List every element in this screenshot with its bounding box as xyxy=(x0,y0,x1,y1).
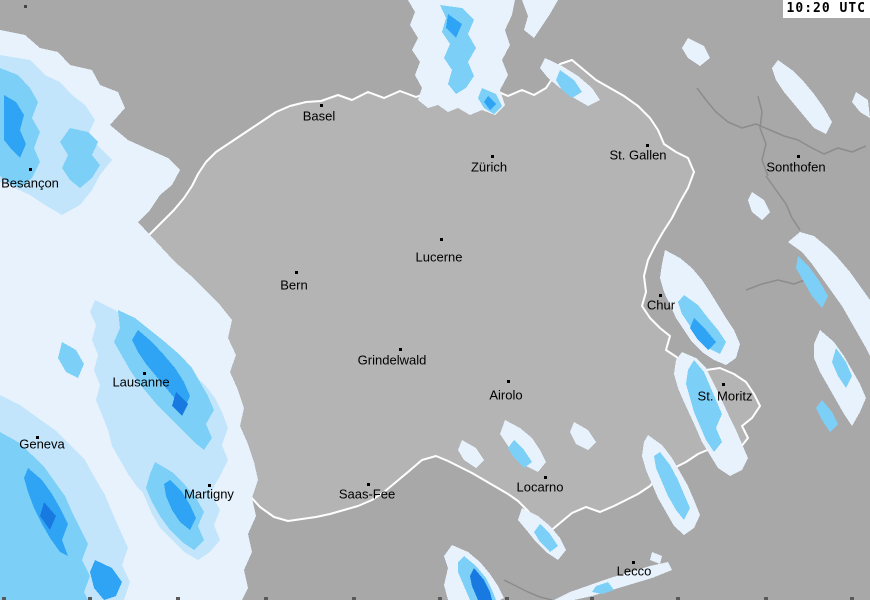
city-marker xyxy=(399,348,402,351)
precip-blob-level-4 xyxy=(132,330,190,410)
precip-blob-level-3 xyxy=(556,70,582,98)
bottom-tick xyxy=(505,597,509,600)
precip-blob-level-1 xyxy=(748,192,770,220)
city-label: Saas-Fee xyxy=(338,486,396,502)
city-marker xyxy=(295,271,298,274)
city-label: Lucerne xyxy=(415,249,463,265)
precip-blob-level-3 xyxy=(686,360,722,452)
bottom-tick xyxy=(2,597,6,600)
city-label: Grindelwald xyxy=(357,352,427,368)
city-marker xyxy=(491,155,494,158)
city-label: Zürich xyxy=(470,159,508,175)
precip-blob-level-1 xyxy=(650,552,662,564)
city-marker xyxy=(320,104,323,107)
city-label: Basel xyxy=(302,108,336,124)
bottom-tick xyxy=(88,597,92,600)
city-marker xyxy=(440,238,443,241)
precip-blob-level-3 xyxy=(796,256,828,308)
bottom-tick xyxy=(764,597,768,600)
city-label: Bern xyxy=(280,277,308,293)
precip-blob-level-3 xyxy=(58,342,84,378)
city-label: Lecco xyxy=(616,563,652,579)
city-label: Martigny xyxy=(184,486,234,502)
bottom-tick xyxy=(590,597,594,600)
precip-blob-level-4 xyxy=(446,14,462,38)
country-border-gray xyxy=(765,175,801,231)
city-marker xyxy=(367,483,370,486)
map-artifact-dot xyxy=(24,5,27,8)
precip-blob-level-3 xyxy=(678,295,726,354)
city-label: Besançon xyxy=(1,175,59,191)
precip-blob-level-3 xyxy=(60,128,100,188)
city-marker xyxy=(208,484,211,487)
precip-blob-level-4 xyxy=(164,480,196,530)
precip-blob-level-1 xyxy=(788,232,870,356)
bottom-tick xyxy=(176,597,180,600)
precip-blob-level-1 xyxy=(772,60,832,134)
precip-blob-level-1 xyxy=(522,0,558,38)
city-marker xyxy=(29,168,32,171)
timestamp-badge: 10:20 UTC xyxy=(782,0,870,18)
bottom-tick xyxy=(438,597,442,600)
city-marker xyxy=(659,294,662,297)
city-label: Airolo xyxy=(489,387,523,403)
city-marker xyxy=(544,476,547,479)
city-label: Sonthofen xyxy=(766,159,826,175)
precip-blob-level-1 xyxy=(682,38,710,66)
precip-blob-level-1 xyxy=(554,562,672,600)
country-border-gray xyxy=(757,95,769,177)
bottom-tick xyxy=(850,597,854,600)
city-label: Chur xyxy=(646,297,676,313)
precip-blob-level-4 xyxy=(90,560,122,600)
precip-blob-level-1 xyxy=(500,420,546,472)
city-marker xyxy=(646,144,649,147)
precip-blob-level-4 xyxy=(690,318,716,350)
precip-blob-level-1 xyxy=(852,92,870,118)
city-marker xyxy=(797,155,800,158)
precip-blob-level-4 xyxy=(484,96,496,110)
city-label: St. Moritz xyxy=(697,388,753,404)
bottom-tick xyxy=(676,597,680,600)
precip-blob-level-3 xyxy=(534,524,558,552)
city-label: Geneva xyxy=(19,436,65,452)
precip-blob-level-5 xyxy=(40,502,56,530)
precip-blob-level-3 xyxy=(508,440,532,468)
bottom-tick xyxy=(352,597,356,600)
precip-blob-level-1 xyxy=(570,422,596,450)
country-border-gray xyxy=(745,277,811,291)
city-label: Locarno xyxy=(516,479,564,495)
city-marker xyxy=(36,436,39,439)
country-border-gray xyxy=(503,579,553,600)
precip-blob-level-3 xyxy=(654,452,690,520)
precip-blob-level-3 xyxy=(592,582,614,594)
city-label: St. Gallen xyxy=(609,147,667,163)
precip-blob-level-3 xyxy=(832,348,852,388)
city-marker xyxy=(507,380,510,383)
precip-blob-level-5 xyxy=(470,568,492,600)
precip-blob-level-3 xyxy=(816,400,838,432)
city-marker xyxy=(632,561,635,564)
country-border-gray xyxy=(696,87,867,155)
precip-blob-level-4 xyxy=(4,95,26,158)
precip-blob-level-5 xyxy=(172,392,188,416)
city-label: Lausanne xyxy=(112,374,170,390)
city-marker xyxy=(722,383,725,386)
city-marker xyxy=(143,372,146,375)
bottom-tick xyxy=(264,597,268,600)
precip-blob-level-1 xyxy=(458,440,484,468)
